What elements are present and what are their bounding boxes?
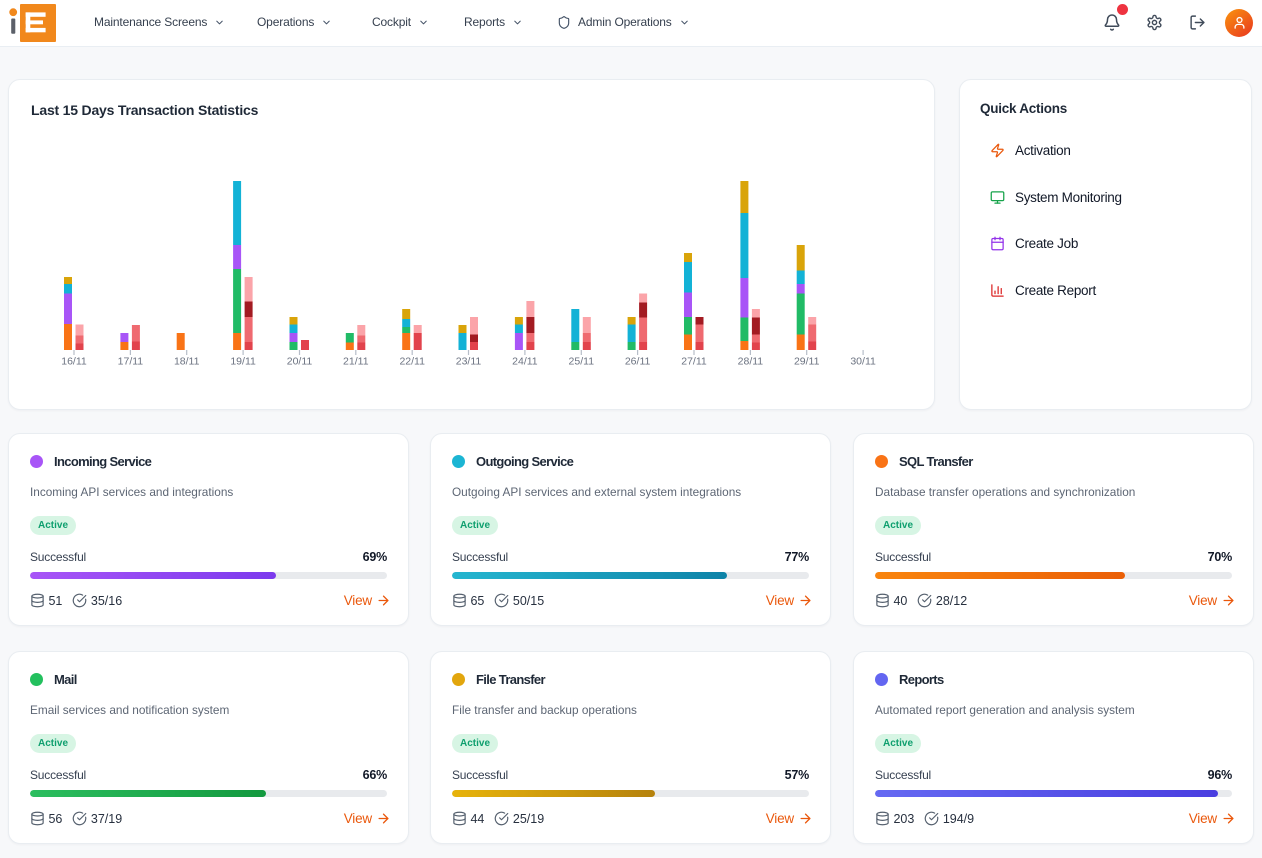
svg-text:16/11: 16/11: [61, 356, 87, 368]
svg-text:26/11: 26/11: [625, 356, 651, 368]
svg-text:22/11: 22/11: [399, 356, 425, 368]
svg-text:27/11: 27/11: [681, 356, 707, 368]
svg-text:21/11: 21/11: [343, 356, 369, 368]
svg-text:17/11: 17/11: [118, 356, 144, 368]
svg-text:24/11: 24/11: [512, 356, 538, 368]
svg-text:23/11: 23/11: [456, 356, 482, 368]
svg-text:28/11: 28/11: [738, 356, 764, 368]
svg-text:30/11: 30/11: [850, 356, 876, 368]
svg-text:18/11: 18/11: [174, 356, 200, 368]
svg-text:19/11: 19/11: [230, 356, 256, 368]
svg-text:20/11: 20/11: [287, 356, 313, 368]
svg-text:25/11: 25/11: [569, 356, 595, 368]
svg-text:29/11: 29/11: [794, 356, 820, 368]
